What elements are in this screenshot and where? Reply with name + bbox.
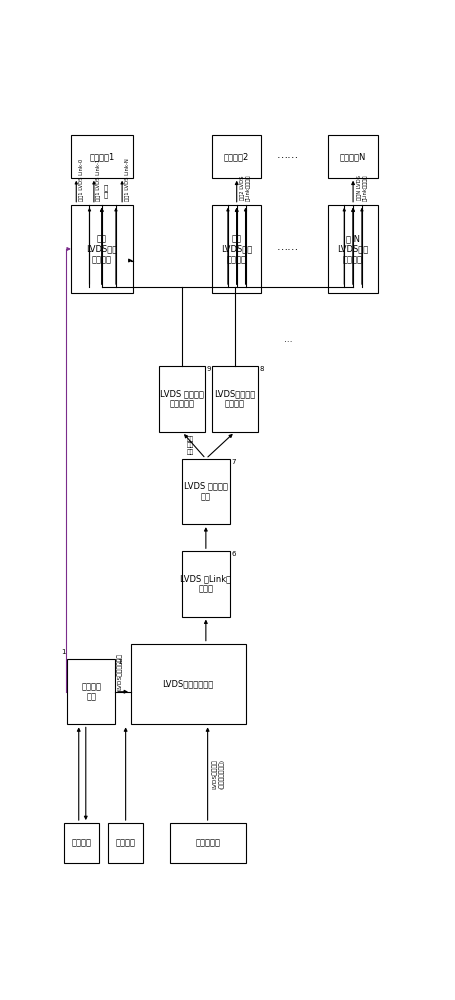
Text: 被测模组N: 被测模组N <box>340 152 366 161</box>
Text: LVDS视频控制信号: LVDS视频控制信号 <box>116 653 122 690</box>
FancyBboxPatch shape <box>71 135 133 178</box>
Text: ……: …… <box>277 150 299 160</box>
Text: 通道1 LVDS Link-0: 通道1 LVDS Link-0 <box>79 159 84 201</box>
Text: ……: …… <box>277 242 299 252</box>
FancyBboxPatch shape <box>182 459 230 524</box>
FancyBboxPatch shape <box>131 644 246 724</box>
FancyBboxPatch shape <box>64 823 99 863</box>
Text: 图像信号源: 图像信号源 <box>195 839 220 848</box>
Text: 1: 1 <box>61 649 66 655</box>
Text: 9: 9 <box>207 366 211 372</box>
Text: ：
：: ： ： <box>104 184 108 198</box>
Text: 通道N LVDS
各Link视频信号: 通道N LVDS 各Link视频信号 <box>357 174 367 201</box>
Text: 人机接口
模块: 人机接口 模块 <box>81 682 101 701</box>
Text: LVDS 各Link同
步模块: LVDS 各Link同 步模块 <box>180 574 232 594</box>
Text: 被测模组2: 被测模组2 <box>224 152 249 161</box>
FancyBboxPatch shape <box>67 659 115 724</box>
FancyBboxPatch shape <box>212 205 262 293</box>
Text: 第 N
LVDS视频
输出模块: 第 N LVDS视频 输出模块 <box>338 234 369 264</box>
Text: 7: 7 <box>232 459 236 465</box>
FancyBboxPatch shape <box>159 366 205 432</box>
Text: 通道1 LVDS Link-1: 通道1 LVDS Link-1 <box>96 159 101 201</box>
Text: 基准
图像
信号: 基准 图像 信号 <box>187 436 194 455</box>
Text: 8: 8 <box>260 366 264 372</box>
Text: 通道2 LVDS
各Link视频信号: 通道2 LVDS 各Link视频信号 <box>240 174 251 201</box>
Text: 第二
LVDS视频
输出模块: 第二 LVDS视频 输出模块 <box>221 234 253 264</box>
Text: 6: 6 <box>232 551 236 557</box>
Text: LVDS 视频解码
模块: LVDS 视频解码 模块 <box>184 482 228 501</box>
Text: 输入设备: 输入设备 <box>116 839 136 848</box>
Text: 被测模组1: 被测模组1 <box>89 152 115 161</box>
FancyBboxPatch shape <box>329 205 378 293</box>
Text: 通道1 LVDS Link-N: 通道1 LVDS Link-N <box>125 158 130 201</box>
FancyBboxPatch shape <box>212 366 258 432</box>
Text: LVDS视频接收模块: LVDS视频接收模块 <box>162 680 214 689</box>
FancyBboxPatch shape <box>71 205 133 293</box>
Text: 1: 1 <box>117 659 121 665</box>
FancyBboxPatch shape <box>212 135 262 178</box>
Text: LVDS视频信号
(时钟和数据信号): LVDS视频信号 (时钟和数据信号) <box>212 759 224 789</box>
Text: LVDS 图像分辨
率检测模块: LVDS 图像分辨 率检测模块 <box>160 389 204 409</box>
FancyBboxPatch shape <box>170 823 246 863</box>
FancyBboxPatch shape <box>108 823 143 863</box>
Text: …: … <box>283 335 292 344</box>
FancyBboxPatch shape <box>329 135 378 178</box>
Text: 第一
LVDS视频
输出模块: 第一 LVDS视频 输出模块 <box>86 234 117 264</box>
Text: LVDS图像数据
缓存模块: LVDS图像数据 缓存模块 <box>214 389 256 409</box>
Text: 显示设备: 显示设备 <box>71 839 91 848</box>
FancyBboxPatch shape <box>182 551 230 617</box>
